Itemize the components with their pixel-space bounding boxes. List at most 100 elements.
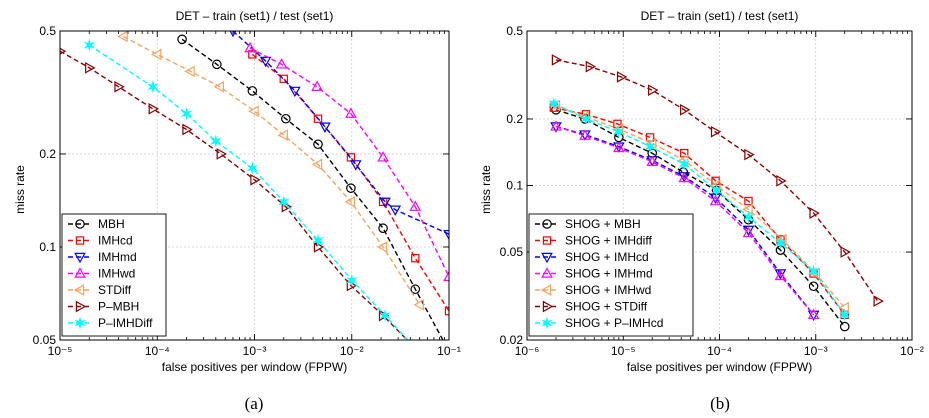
series-line [553, 102, 846, 316]
data-point-marker [313, 241, 325, 253]
series-line [555, 125, 815, 316]
data-point-marker [275, 58, 288, 69]
data-point-marker [616, 71, 628, 83]
legend-entry: STDiff [68, 283, 132, 297]
legend-entry: SHOG + P–IMHcd [535, 316, 663, 330]
y-tick-label: 0.2 [39, 147, 56, 161]
panel-caption: (b) [710, 394, 730, 413]
bottom-mask [60, 340, 449, 418]
legend-entry: IMHwd [68, 267, 135, 281]
legend-entry: IMHmd [68, 250, 137, 264]
data-point-marker [613, 141, 625, 153]
data-point-marker [612, 125, 624, 139]
series-stdiff [117, 30, 424, 311]
data-point-marker [839, 321, 850, 332]
series-p-imhdiff [83, 38, 416, 349]
legend-entry: SHOG + IMHmd [535, 267, 653, 281]
y-tick-label: 0.02 [500, 333, 524, 347]
data-point-marker [182, 123, 193, 136]
series-imhcd [248, 50, 454, 316]
legend-entry: SHOG + MBH [535, 217, 641, 231]
series-line [181, 38, 450, 352]
x-tick-label: 10⁻¹ [437, 344, 461, 358]
legend-entry: MBH [68, 217, 125, 231]
data-point-marker [259, 56, 272, 68]
legend-label: SHOG + STDiff [565, 300, 648, 314]
legend-marker [74, 316, 86, 330]
top-mask [527, 0, 912, 31]
data-point-marker [409, 200, 422, 211]
data-point-marker [279, 74, 288, 84]
data-point-marker [580, 112, 592, 126]
data-point-marker [248, 105, 259, 118]
data-point-marker [177, 34, 187, 45]
data-point-marker [550, 120, 562, 131]
data-point-marker [148, 102, 160, 115]
chart-title: DET – train (set1) / test (set1) [641, 9, 799, 23]
data-point-marker [213, 80, 225, 93]
y-axis-label: miss rate [479, 165, 493, 214]
legend-entry: SHOG + IMHdiff [535, 234, 652, 248]
data-point-marker [678, 171, 691, 183]
data-point-marker [807, 310, 820, 322]
chart-panel-b: 10⁻⁶ 10⁻⁵ 10⁻⁴ 10⁻³ 10⁻² 0.02 0.05 0.1 0.2 0.5 DET… [467, 0, 929, 418]
y-tick-label: 0.2 [506, 112, 523, 126]
legend-label: P–IMHDiff [98, 316, 153, 330]
series-line [555, 104, 846, 309]
data-point-marker [548, 97, 560, 110]
series-shog-p-imhcd [548, 97, 851, 322]
series-line [251, 53, 450, 312]
data-point-marker [808, 281, 819, 292]
top-mask [60, 0, 449, 31]
data-point-marker [184, 65, 195, 78]
legend-label: SHOG + IMHmd [565, 267, 653, 281]
data-point-marker [389, 205, 402, 216]
data-point-marker [411, 253, 420, 263]
data-point-marker [648, 84, 659, 96]
y-tick-label: 0.5 [506, 24, 523, 38]
data-point-marker [709, 194, 722, 206]
data-point-marker [85, 62, 96, 74]
legend-entry: SHOG + STDiff [535, 300, 648, 314]
data-point-marker [551, 54, 563, 66]
left-mask [467, 0, 527, 418]
data-point-marker [281, 113, 291, 124]
x-tick-label: 10⁻⁵ [48, 344, 73, 358]
data-point-marker [379, 309, 391, 323]
legend-marker [541, 316, 553, 330]
data-point-marker [289, 86, 301, 98]
data-point-marker [742, 226, 755, 238]
data-point-marker [278, 195, 290, 209]
data-point-marker [579, 129, 591, 140]
series-shog-imhmd [550, 120, 820, 320]
series-line [249, 47, 450, 278]
data-point-marker [709, 193, 722, 205]
data-point-marker [212, 59, 222, 70]
data-point-marker [680, 103, 691, 116]
data-point-marker [678, 157, 690, 171]
data-point-marker [250, 173, 261, 186]
legend-entry: P–MBH [68, 300, 139, 314]
series-mbh [177, 34, 450, 352]
data-point-marker [742, 210, 755, 224]
data-point-marker [838, 301, 849, 314]
right-mask [912, 0, 929, 418]
data-point-marker [117, 30, 128, 43]
y-axis-label: miss rate [13, 165, 27, 214]
data-point-marker [710, 183, 723, 197]
data-point-marker [840, 246, 851, 258]
legend: SHOG + MBH SHOG + IMHdiff SHOG + IMHcd SHOG… [528, 213, 694, 337]
data-point-marker [319, 122, 331, 133]
data-point-marker [379, 197, 391, 209]
data-point-marker [808, 264, 820, 278]
legend-label: SHOG + IMHcd [565, 250, 649, 264]
data-point-marker [873, 295, 884, 307]
data-point-marker [646, 155, 659, 167]
legend-box [528, 213, 694, 337]
legend-label: SHOG + MBH [565, 217, 641, 231]
data-point-marker [774, 269, 787, 281]
series-line [59, 50, 416, 349]
data-point-marker [83, 38, 95, 52]
legend-marker [74, 267, 86, 278]
data-point-marker [378, 223, 388, 234]
